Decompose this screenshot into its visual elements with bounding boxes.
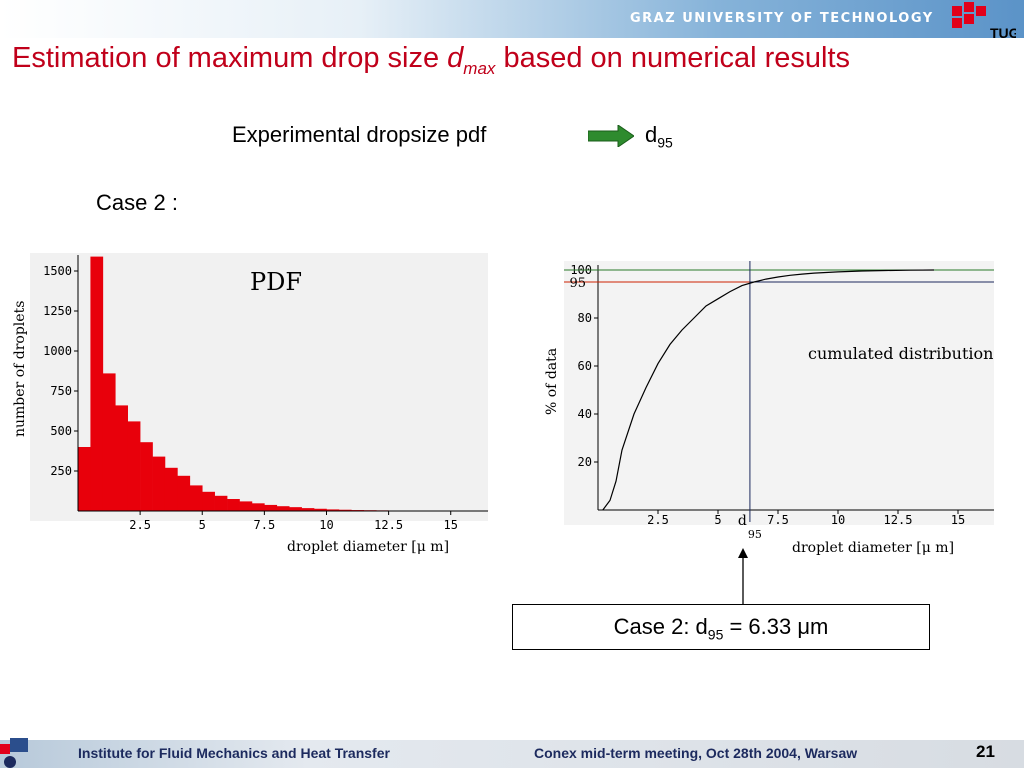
cdf-y-tick-label: 40 [578, 407, 592, 421]
cdf-95-label: 95 [569, 276, 586, 291]
pdf-y-tick-label: 1500 [43, 264, 72, 278]
pdf-bar [127, 421, 141, 511]
pdf-bar [264, 504, 278, 511]
page-title: Estimation of maximum drop size dmax bas… [12, 42, 851, 78]
case-label: Case 2 : [96, 190, 178, 215]
pdf-x-tick-label: 5 [199, 518, 206, 532]
pdf-bar [202, 491, 215, 511]
cdf-curve [602, 269, 935, 511]
footer-bar [0, 740, 1024, 768]
pdf-x-tick-label: 7.5 [254, 518, 276, 532]
pdf-bar [227, 499, 240, 511]
cdf-y-tick-label: 60 [578, 359, 592, 373]
pdf-x-tick-label: 15 [444, 518, 458, 532]
pdf-bar [164, 467, 178, 511]
cdf-y-tick-label: 20 [578, 455, 592, 469]
pdf-bar [251, 503, 265, 511]
pdf-bar [140, 442, 153, 511]
pdf-y-tick-label: 250 [50, 464, 72, 478]
cdf-x-tick-label: 5 [714, 513, 721, 527]
pdf-x-label: droplet diameter [μ m] [287, 539, 449, 555]
cdf-d95-label: d [738, 513, 747, 529]
cdf-x-tick-label: 12.5 [884, 513, 913, 527]
cdf-x-tick-label: 15 [951, 513, 965, 527]
pdf-y-tick-label: 1000 [43, 344, 72, 358]
result-box: Case 2: d95 = 6.33 μm [512, 604, 930, 650]
pdf-bar [314, 508, 327, 511]
pdf-bar [177, 475, 191, 511]
up-arrow-icon [738, 548, 748, 606]
cdf-y-label: % of data [544, 348, 560, 415]
pdf-bar [214, 495, 228, 511]
pdf-bar [276, 506, 290, 511]
pdf-y-tick-label: 750 [50, 384, 72, 398]
pdf-bar [289, 507, 302, 511]
cdf-y-tick-label: 80 [578, 311, 592, 325]
pdf-y-tick-label: 1250 [43, 304, 72, 318]
institute-logo-icon [0, 738, 28, 768]
pdf-bar [189, 485, 203, 511]
pdf-y-label: number of droplets [12, 301, 28, 437]
pdf-x-tick-label: 2.5 [129, 518, 151, 532]
cdf-title: cumulated distribution [808, 344, 993, 363]
pdf-bar [102, 373, 116, 511]
experimental-pdf-label: Experimental dropsize pdf [232, 122, 487, 147]
pdf-bar [115, 405, 128, 511]
cdf-x-label: droplet diameter [μ m] [792, 540, 954, 555]
page-number: 21 [976, 742, 995, 761]
pdf-bar [338, 509, 352, 511]
footer-institute: Institute for Fluid Mechanics and Heat T… [78, 745, 390, 761]
cdf-x-tick-label: 10 [831, 513, 845, 527]
d95-label: d95 [645, 122, 673, 151]
cdf-x-tick-label: 7.5 [767, 513, 789, 527]
logo-text: TUG [990, 25, 1016, 41]
tug-logo: TUG [952, 2, 1016, 41]
pdf-x-tick-label: 10 [319, 518, 333, 532]
pdf-bar [78, 447, 91, 511]
cdf-plot-background [564, 261, 994, 525]
pdf-bar [326, 509, 340, 511]
cdf-d95-label-sub: 95 [748, 528, 762, 541]
university-name: GRAZ UNIVERSITY OF TECHNOLOGY [630, 11, 934, 26]
pdf-title: PDF [250, 268, 302, 296]
pdf-bar [239, 501, 253, 511]
pdf-bar [301, 508, 315, 511]
right-arrow-icon [588, 125, 634, 147]
pdf-bar [90, 256, 104, 511]
pdf-y-tick-label: 500 [50, 424, 72, 438]
cdf-x-tick-label: 2.5 [647, 513, 669, 527]
header-bar [0, 0, 1024, 38]
footer-meeting: Conex mid-term meeting, Oct 28th 2004, W… [534, 745, 858, 761]
pdf-bar [152, 456, 166, 511]
pdf-histogram: 2.5 5 7.5 10 12.5 15 250 500 750 1000 1250 1500 PDF… [12, 253, 489, 555]
pdf-x-tick-label: 12.5 [374, 518, 403, 532]
